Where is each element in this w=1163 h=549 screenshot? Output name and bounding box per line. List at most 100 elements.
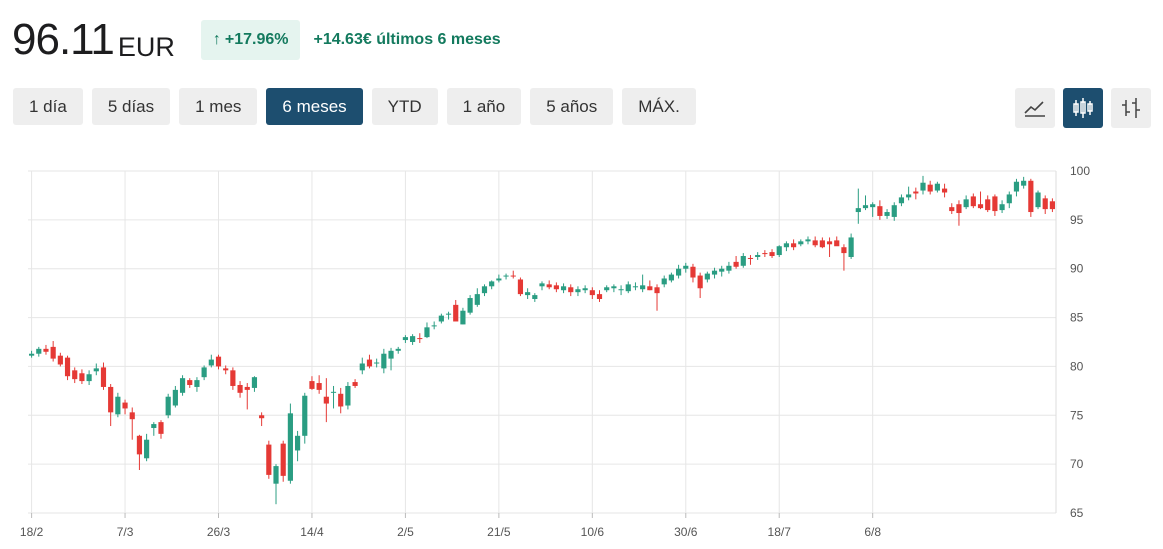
candle-body [941,188,948,193]
candle [755,252,761,260]
candle-body [769,252,775,257]
candle-body [223,368,229,371]
candle [517,277,524,297]
candle [870,202,876,217]
candle [841,244,847,271]
candle [302,392,308,444]
line-chart-icon [1024,101,1045,117]
candle-body [553,285,559,290]
candle-body [424,327,430,338]
candle [632,282,639,291]
x-tick-label: 30/6 [674,525,698,539]
candle [690,263,696,283]
candle [510,270,516,279]
candle [417,333,423,343]
candle [941,183,948,198]
candle [877,200,883,220]
candle [223,365,229,375]
range-button-1y[interactable]: 1 año [446,88,522,125]
candle-body [165,396,171,416]
candle-body [50,346,56,359]
candle-body [640,285,646,290]
range-button-6m[interactable]: 6 meses [266,88,363,125]
candle [546,280,552,290]
candle-body [251,377,258,388]
candle [316,375,322,394]
candle-body [949,207,955,212]
candle [129,407,135,440]
y-tick-label: 70 [1070,457,1084,471]
candle-body [201,367,207,378]
candle-body [611,286,617,289]
candlestick-chart-button[interactable] [1063,88,1103,128]
candle [568,284,574,297]
candle-body [280,443,286,476]
candle [453,299,459,322]
chart-grid [28,170,1057,514]
range-button-5d[interactable]: 5 días [91,88,171,125]
y-tick-label: 65 [1070,506,1084,520]
price-candlestick-chart[interactable]: 65 70 75 80 85 90 95 100 18/2 7/3 26/3 14/4 2/5 21/5… [0,150,1163,549]
candle-body [323,396,329,404]
candle-body [762,253,768,255]
line-chart-button[interactable] [1015,88,1055,128]
candle [215,354,222,370]
candle-body [273,466,279,484]
candle [640,274,646,293]
x-tick-label: 6/8 [864,525,881,539]
candle [618,285,624,296]
y-tick-label: 90 [1070,262,1084,276]
candle-body [898,197,905,204]
candle-body [100,367,107,387]
candle [438,313,444,324]
change-percent: +17.96% [224,31,289,48]
candle-body [503,275,509,277]
range-button-1d[interactable]: 1 día [13,88,83,125]
candle-body [805,239,811,242]
range-button-ytd[interactable]: YTD [371,88,438,125]
candle-body [431,325,437,327]
candle-body [187,380,193,385]
candle-body [819,240,825,248]
candle-body [244,386,250,390]
candle-body [1035,192,1041,208]
candle [287,403,293,484]
candle-body [172,389,178,406]
candle-body [517,279,524,295]
range-button-1m[interactable]: 1 mes [179,88,258,125]
candle-body [870,204,876,208]
x-tick-label: 18/2 [20,525,44,539]
candle-body [783,243,790,248]
range-button-max[interactable]: MÁX. [622,88,696,125]
candle-body [72,370,78,380]
candle [977,191,984,210]
range-button-5y[interactable]: 5 años [530,88,614,125]
candle [323,378,329,423]
change-percent-badge: ↑ +17.96% [200,20,301,60]
candle [366,354,373,369]
ohlc-chart-button[interactable] [1111,88,1151,128]
time-range-selector: 1 día 5 días 1 mes 6 meses YTD 1 año 5 a… [13,88,705,125]
candle [934,181,940,193]
candle [1013,178,1020,197]
candle-body [129,412,135,420]
x-tick-label: 26/3 [207,525,231,539]
candle [812,236,818,248]
candle-body [359,363,365,371]
candle [855,188,861,224]
candle-body [445,313,452,315]
candle-body [402,337,409,341]
candle [575,286,581,297]
candle-body [57,355,63,365]
candle [57,352,63,367]
candle-body [136,435,143,455]
candle-body [1042,198,1048,210]
candle [165,393,171,419]
candle-body [654,287,660,294]
x-tick-label: 21/5 [487,525,511,539]
candle [36,346,42,357]
candles [29,175,1055,505]
candle-body [726,265,732,271]
candle-body [374,362,380,364]
candle [424,322,430,339]
